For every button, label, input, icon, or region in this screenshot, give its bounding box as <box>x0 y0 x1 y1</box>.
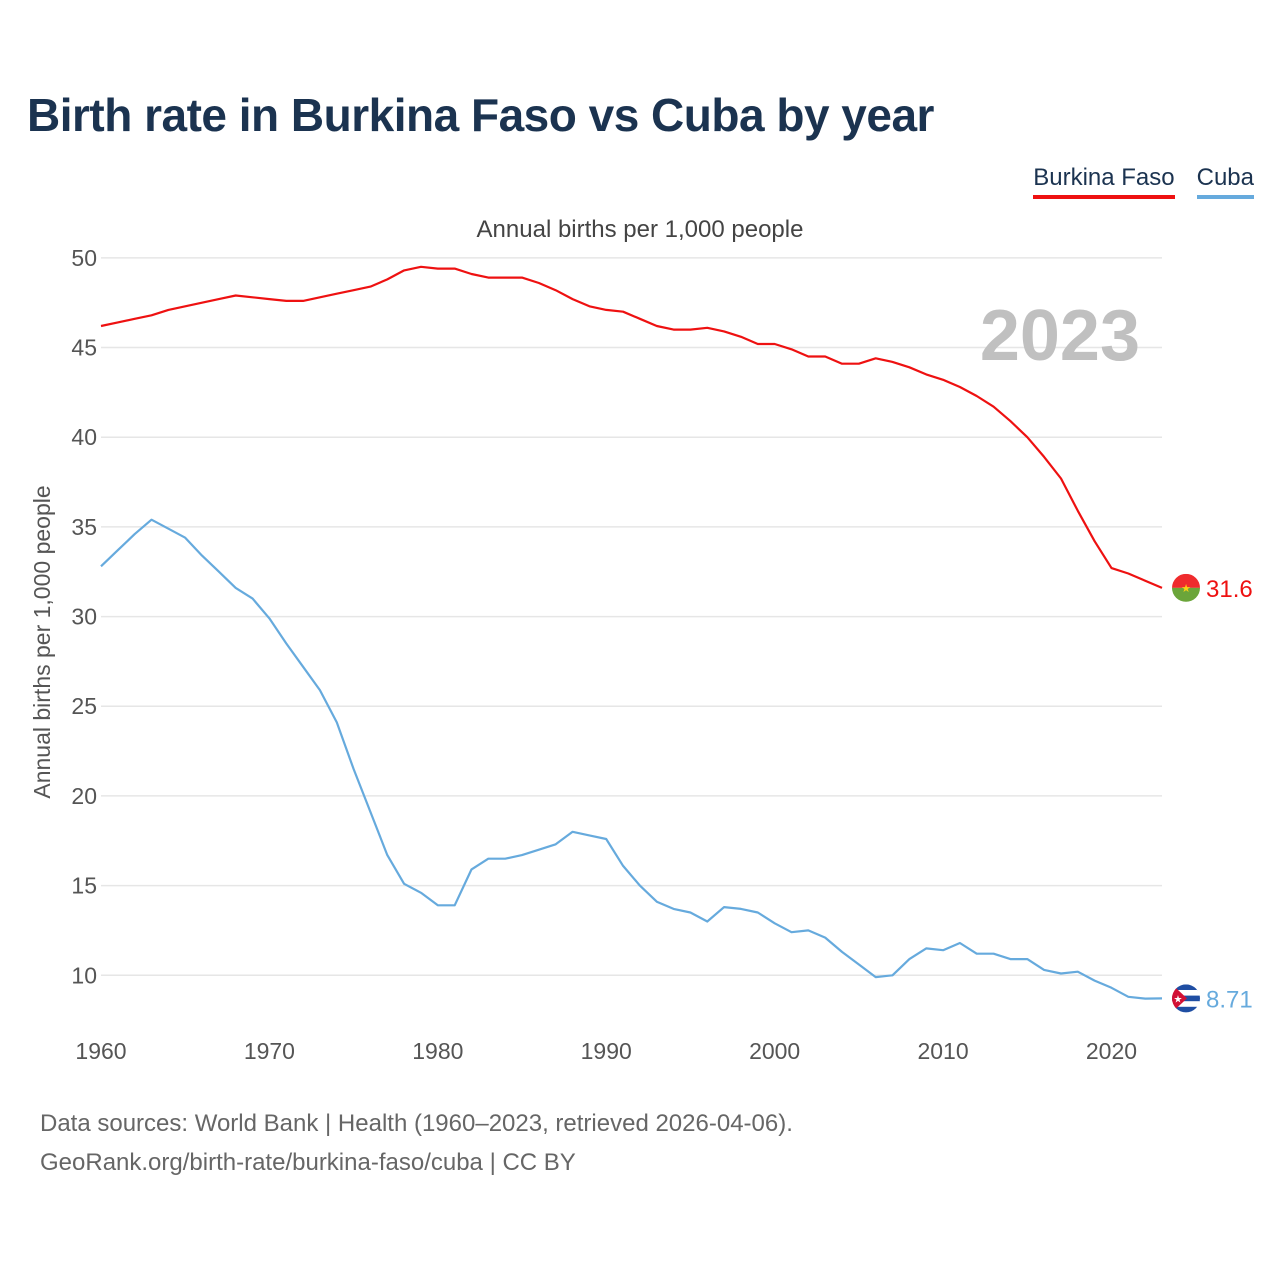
x-tick-label: 1980 <box>412 1038 463 1064</box>
svg-text:★: ★ <box>1174 994 1183 1005</box>
y-tick-label: 20 <box>71 783 97 809</box>
line-chart: 10 15 20 25 30 35 40 45 50 1960 1970 1980 1990 2000 20… <box>29 245 1253 1064</box>
y-tick-label: 40 <box>71 424 97 450</box>
chart-subtitle: Annual births per 1,000 people <box>476 216 804 243</box>
x-tick-label: 2000 <box>749 1038 800 1064</box>
source-note: Data sources: World Bank | Health (1960–… <box>40 1104 793 1182</box>
legend-item-cuba[interactable]: Cuba <box>1196 164 1254 199</box>
source-line-2[interactable]: GeoRank.org/birth-rate/burkina-faso/cuba… <box>40 1149 576 1176</box>
cuba-flag-icon: ★ <box>1172 984 1200 1013</box>
year-watermark: 2023 <box>980 296 1140 376</box>
x-tick-label: 1970 <box>244 1038 295 1064</box>
y-tick-label: 30 <box>71 604 97 630</box>
x-tick-label: 1990 <box>581 1038 632 1064</box>
end-label-cuba: 8.71 <box>1206 986 1253 1013</box>
x-tick-label: 2020 <box>1086 1038 1137 1064</box>
y-tick-label: 45 <box>71 335 97 361</box>
series-line-burkina-faso <box>100 265 1163 589</box>
series-line-cuba <box>100 518 1163 1000</box>
svg-text:★: ★ <box>1181 583 1191 595</box>
y-tick-label: 15 <box>71 873 97 899</box>
chart-title: Birth rate in Burkina Faso vs Cuba by ye… <box>27 89 934 141</box>
y-tick-label: 35 <box>71 514 97 540</box>
end-label-burkina-faso: 31.6 <box>1206 576 1253 603</box>
x-tick-label: 2010 <box>917 1038 968 1064</box>
y-tick-label: 10 <box>71 962 97 988</box>
x-tick-label: 1960 <box>75 1038 126 1064</box>
y-tick-label: 25 <box>71 693 97 719</box>
source-line-1: Data sources: World Bank | Health (1960–… <box>40 1110 793 1137</box>
y-axis-label: Annual births per 1,000 people <box>29 485 55 798</box>
legend: Burkina Faso Cuba <box>1033 164 1254 199</box>
y-tick-label: 50 <box>71 245 97 271</box>
legend-item-burkina-faso[interactable]: Burkina Faso <box>1033 164 1175 199</box>
burkina-faso-flag-icon: ★ <box>1172 573 1200 602</box>
